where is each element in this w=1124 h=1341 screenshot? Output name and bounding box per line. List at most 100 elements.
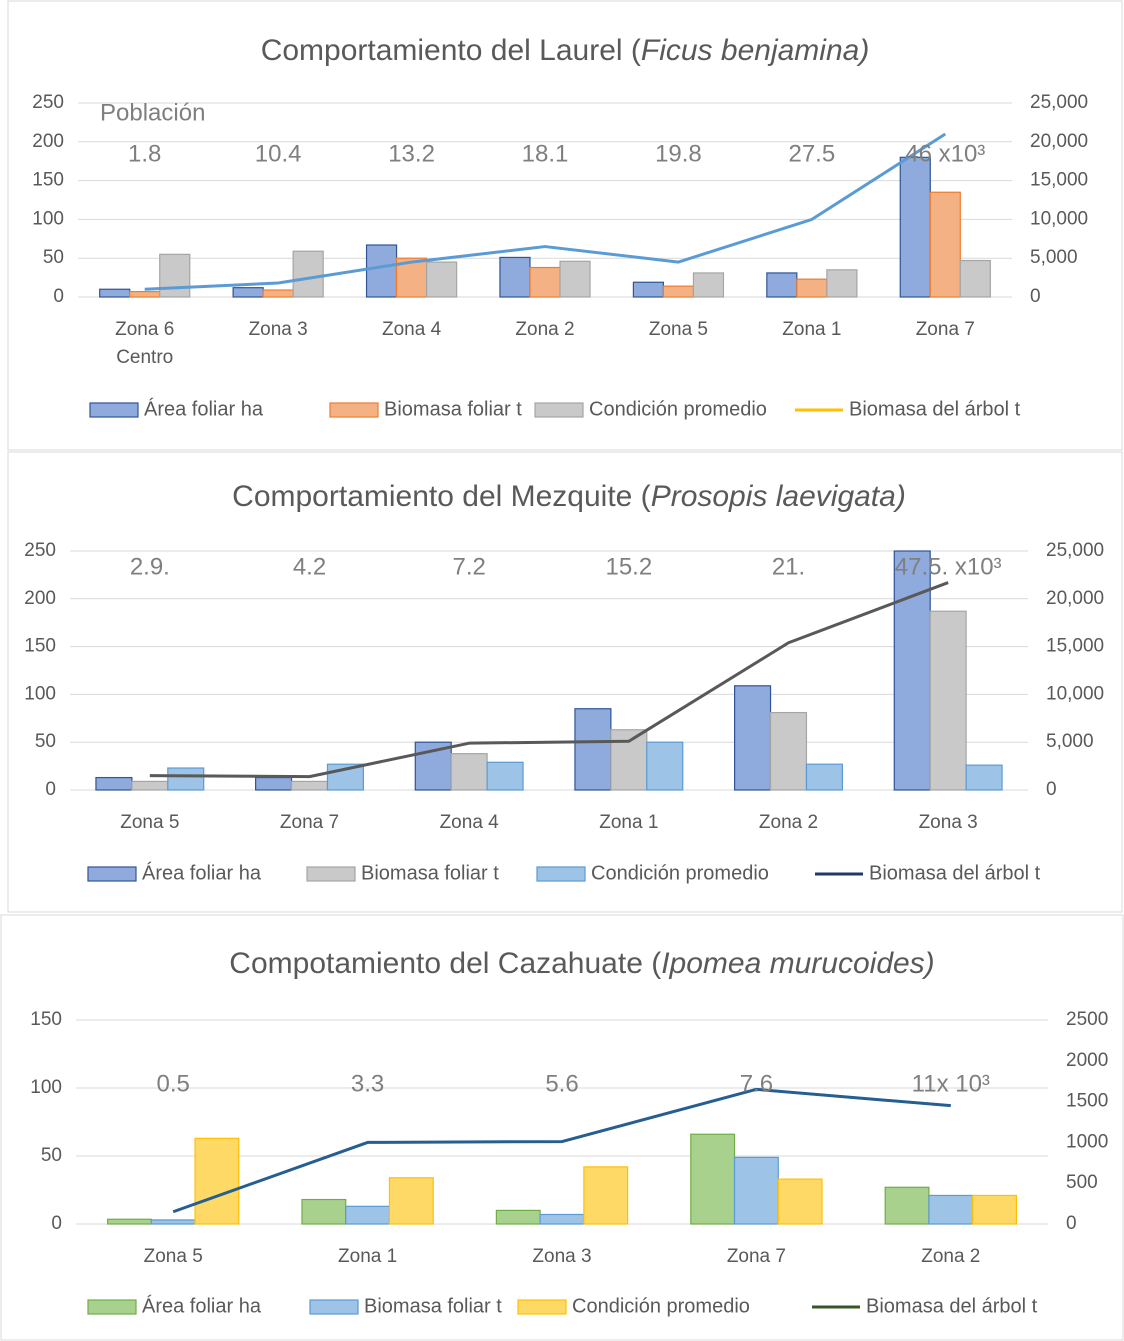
annotation: 5.6 (545, 1070, 578, 1097)
annotation: 46 x10³ (905, 140, 985, 167)
bar (232, 287, 264, 298)
x-tick-label: Zona 4 (440, 812, 500, 833)
y-tick-label: 0 (45, 779, 56, 800)
bar (646, 741, 684, 791)
y2-tick-label: 0 (1030, 286, 1041, 307)
title-part: Comportamiento del Laurel ( (261, 34, 641, 67)
annotation: 7.2 (452, 553, 485, 580)
x-tick-label: Zona 5 (649, 319, 708, 340)
bar (796, 278, 828, 298)
y2-tick-label: 20,000 (1030, 131, 1088, 152)
chart-title: Comportamiento del Mezquite (Prosopis la… (232, 480, 906, 513)
bar (899, 156, 931, 298)
bar (495, 1209, 541, 1225)
bar (255, 776, 293, 791)
legend-key (534, 402, 584, 418)
bar (777, 1178, 823, 1225)
legend-label: Biomasa foliar t (364, 1295, 502, 1317)
y2-tick-label: 500 (1066, 1172, 1098, 1193)
y-tick-label: 100 (32, 208, 64, 229)
y-tick-label: 250 (32, 92, 64, 113)
x-tick-label: Zona 2 (515, 319, 574, 340)
bar (826, 269, 858, 298)
legend-key (517, 1299, 567, 1315)
bar (499, 256, 531, 298)
annotation: 10.4 (255, 140, 302, 167)
x-tick-label: Zona 4 (382, 319, 442, 340)
bar (766, 272, 798, 298)
y-tick-label: 50 (41, 1145, 62, 1166)
annotation-label: Población (100, 99, 205, 126)
bar (733, 1156, 779, 1225)
legend-key (89, 402, 139, 418)
bar (734, 685, 772, 791)
bar (690, 1133, 736, 1225)
legend-label: Condición promedio (589, 398, 767, 420)
legend-label: Biomasa del árbol t (866, 1295, 1038, 1317)
y-tick-label: 0 (53, 286, 64, 307)
y2-tick-label: 5,000 (1030, 247, 1078, 268)
annotation: 21. (772, 553, 805, 580)
bar (662, 285, 695, 298)
legend-label: Condición promedio (591, 862, 769, 884)
panel-border (0, 914, 1124, 1341)
annotation: 0.5 (157, 1070, 190, 1097)
y-tick-label: 0 (51, 1213, 62, 1234)
legend-key (329, 402, 379, 418)
legend-label: Área foliar ha (142, 1294, 262, 1317)
x-tick-label: Zona 2 (759, 812, 818, 833)
chart-title: Comportamiento del Laurel (Ficus benjami… (261, 34, 870, 67)
y2-tick-label: 25,000 (1030, 92, 1088, 113)
bar (805, 763, 843, 791)
y2-tick-label: 0 (1066, 1213, 1077, 1234)
bar (965, 764, 1003, 791)
y-tick-label: 150 (32, 170, 64, 191)
y-tick-label: 150 (24, 636, 56, 657)
bar (425, 261, 458, 298)
bar (167, 767, 205, 791)
bar (559, 260, 591, 298)
legend-key (306, 866, 356, 882)
bar (884, 1186, 930, 1225)
x-tick-label: Zona 5 (120, 812, 179, 833)
x-tick-label: Zona 6 Centro (115, 319, 174, 368)
annotation: 1.8 (128, 140, 161, 167)
bar (131, 780, 169, 791)
x-tick-label: Zona 7 (727, 1246, 786, 1267)
chart-title: Compotamiento del Cazahuate (Ipomea muru… (229, 947, 934, 980)
y-tick-label: 200 (32, 131, 64, 152)
x-tick-label: Zona 3 (532, 1246, 591, 1267)
annotation: 18.1 (522, 140, 569, 167)
bar (106, 1218, 152, 1225)
annotation: 15.2 (605, 553, 652, 580)
y2-tick-label: 2500 (1066, 1009, 1108, 1030)
bar (610, 729, 648, 791)
annotation: 7.6 (740, 1070, 773, 1097)
bar (893, 550, 931, 791)
bar (583, 1166, 629, 1225)
bar (99, 288, 131, 298)
y-tick-label: 100 (24, 683, 56, 704)
y2-tick-label: 15,000 (1030, 170, 1088, 191)
legend-label: Área foliar ha (142, 861, 262, 884)
annotation: 27.5 (788, 140, 835, 167)
y2-tick-label: 10,000 (1030, 208, 1088, 229)
title-part: Comportamiento del Mezquite ( (232, 480, 651, 513)
bar (292, 250, 324, 298)
y-tick-label: 50 (35, 731, 56, 752)
bar (529, 266, 561, 298)
x-tick-label: Zona 5 (144, 1246, 203, 1267)
y-tick-label: 200 (24, 588, 56, 609)
bar (929, 610, 967, 791)
legend-label: Biomasa foliar t (361, 862, 499, 884)
bar (539, 1213, 585, 1225)
bar (345, 1205, 391, 1225)
bar (262, 289, 294, 298)
x-tick-label: Zona 1 (782, 319, 841, 340)
bar (365, 244, 398, 298)
bar (129, 290, 161, 298)
bar (928, 1194, 974, 1225)
legend-key (87, 866, 137, 882)
y-tick-label: 250 (24, 540, 56, 561)
